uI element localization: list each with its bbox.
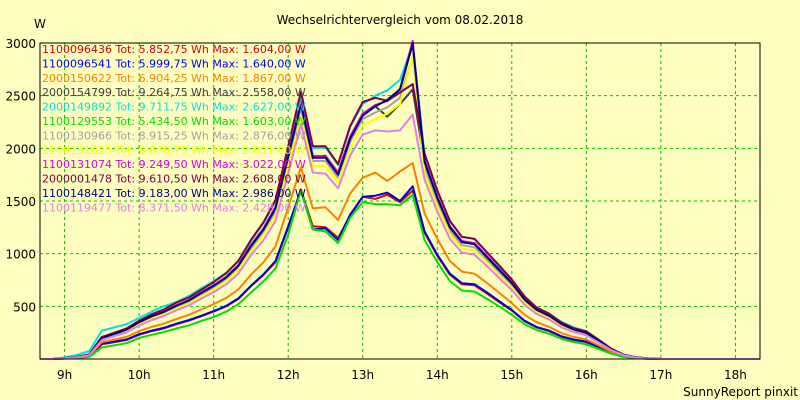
x-tick-label: 11h: [202, 368, 225, 382]
x-tick-label: 18h: [724, 368, 747, 382]
y-tick-labels: 500 1000 1500 2000 2500 3000: [5, 37, 36, 314]
x-tick-label: 9h: [57, 368, 72, 382]
legend-entry: 1100096541 Tot: 5.999,75 Wh Max: 1.640,0…: [42, 57, 306, 70]
legend-entry: 1100119477 Tot: 8.371,50 Wh Max: 2.428,0…: [42, 201, 306, 214]
y-tick-label: 2500: [5, 90, 36, 104]
series-lines: [40, 39, 760, 360]
plot-frame: [39, 42, 761, 360]
x-tick-labels: 9h 10h 11h 12h 13h 14h 15h 16h 17h 18h: [57, 368, 747, 382]
footer-credit: SunnyReport pinxit: [683, 385, 798, 399]
series-line: [40, 113, 760, 360]
legend-entry: 1100096436 Tot: 5.852,75 Wh Max: 1.604,0…: [42, 43, 306, 56]
x-tick-label: 14h: [426, 368, 449, 382]
y-tick-label: 2000: [5, 142, 36, 156]
legend: 1100096436 Tot: 5.852,75 Wh Max: 1.604,0…: [42, 43, 306, 214]
y-tick-label: 1500: [5, 195, 36, 209]
series-line: [40, 189, 760, 360]
series-line: [40, 188, 760, 360]
legend-entry: 2000001478 Tot: 9.610,50 Wh Max: 2.608,0…: [42, 173, 306, 186]
legend-entry: 2000154799 Tot: 9.264,75 Wh Max: 2.558,0…: [42, 86, 306, 99]
x-tick-label: 13h: [351, 368, 374, 382]
y-tick-label: 500: [13, 300, 36, 314]
legend-entry: 1100148421 Tot: 9.183,00 Wh Max: 2.986,0…: [42, 187, 306, 200]
x-tick-label: 10h: [128, 368, 151, 382]
x-tick-label: 17h: [649, 368, 672, 382]
legend-entry: 1100130966 Tot: 8.915,25 Wh Max: 2.876,0…: [42, 129, 306, 142]
legend-entry: 1100129553 Tot: 5.434,50 Wh Max: 1.603,0…: [42, 115, 306, 128]
x-tick-label: 15h: [500, 368, 523, 382]
legend-entry: 1100131025 Tot: 8.678,75 Wh Max: 2.881,0…: [42, 144, 306, 157]
legend-entry: 1100131074 Tot: 9.249,50 Wh Max: 3.022,0…: [42, 158, 306, 171]
legend-entry: 2000149892 Tot: 9.711,75 Wh Max: 2.627,0…: [42, 101, 306, 114]
y-axis-label: W: [34, 17, 46, 31]
x-tick-label: 12h: [277, 368, 300, 382]
legend-entry: 2000150622 Tot: 6.904,25 Wh Max: 1.867,0…: [42, 72, 306, 85]
y-tick-label: 3000: [5, 37, 36, 51]
y-tick-label: 1000: [5, 248, 36, 262]
x-tick-label: 16h: [575, 368, 598, 382]
chart-title: Wechselrichtervergleich vom 08.02.2018: [277, 13, 524, 27]
